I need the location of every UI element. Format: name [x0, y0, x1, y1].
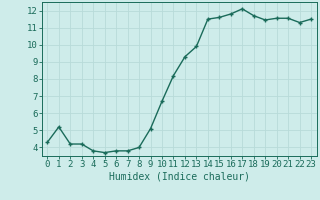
X-axis label: Humidex (Indice chaleur): Humidex (Indice chaleur): [109, 172, 250, 182]
